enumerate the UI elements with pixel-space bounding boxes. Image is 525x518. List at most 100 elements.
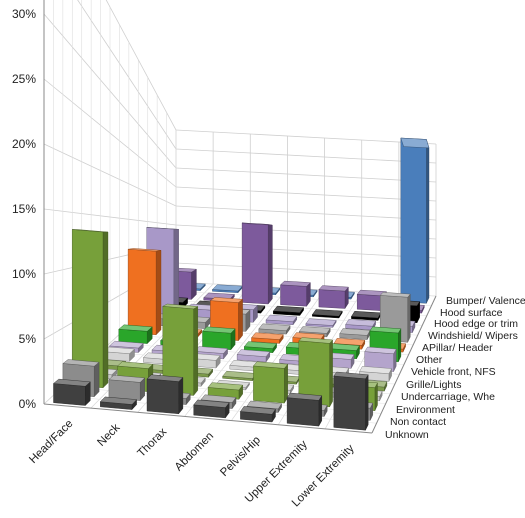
bar-face — [364, 346, 397, 355]
bar-face — [202, 326, 236, 334]
y-tick-label: 10% — [12, 267, 36, 281]
bar-face — [72, 229, 109, 233]
x-category-label: Thorax — [135, 426, 169, 460]
bar-face — [209, 297, 244, 303]
grid-back-line — [175, 243, 437, 259]
bar-face — [93, 361, 100, 398]
bar-face — [318, 395, 322, 427]
bar-face — [207, 382, 244, 391]
bar-face — [379, 292, 411, 298]
depth-category-label: Vehicle front, NFS — [411, 366, 496, 378]
bar-face — [306, 282, 311, 307]
bar-face — [241, 222, 269, 305]
bar — [311, 309, 343, 319]
bar-face — [318, 285, 349, 292]
bar-face — [400, 137, 427, 304]
bar-face — [298, 337, 334, 344]
bar-face — [62, 359, 100, 367]
bar-face — [118, 328, 148, 344]
bar — [118, 324, 153, 345]
bar-face — [146, 378, 179, 415]
bar-face — [240, 406, 276, 415]
bar — [108, 374, 146, 402]
bar-face — [117, 361, 154, 369]
bar — [364, 346, 397, 372]
bar-face — [333, 371, 369, 380]
bar — [298, 337, 334, 408]
bar-face — [333, 375, 366, 431]
bar-face — [53, 383, 86, 406]
bar-face — [398, 328, 402, 362]
y-tick-label: 30% — [12, 7, 36, 21]
depth-category-label: Non contact — [390, 416, 446, 428]
grid-back-line — [175, 262, 437, 278]
grid-back-line — [175, 205, 437, 221]
bar-face — [280, 284, 307, 307]
depth-axis-line — [371, 295, 437, 434]
bar-face — [127, 248, 157, 336]
depth-category-label: Environment — [396, 404, 455, 416]
bar-face — [200, 394, 237, 403]
bar-face — [333, 338, 366, 346]
bar-face — [193, 399, 230, 408]
bar — [265, 314, 298, 326]
depth-category-label: Unknown — [385, 429, 429, 441]
y-tick-label: 15% — [12, 202, 36, 216]
bar-face — [246, 400, 282, 410]
bar-face — [359, 366, 392, 374]
bar-face — [272, 305, 304, 313]
bar — [211, 284, 243, 294]
bar — [236, 349, 271, 363]
depth-category-label: Other — [416, 354, 443, 366]
bar-face — [365, 374, 369, 431]
bar-face — [400, 137, 430, 149]
bar — [345, 319, 376, 331]
bar-face — [238, 298, 243, 342]
bar — [52, 378, 91, 406]
bar — [162, 303, 199, 397]
depth-category-label: Undercarriage, Whe — [401, 391, 495, 403]
y-tick-label: 5% — [19, 332, 37, 346]
bar — [400, 137, 430, 304]
bar-face — [369, 326, 402, 334]
bar-face — [173, 228, 179, 318]
depth-category-label: APillar/ Header — [422, 342, 493, 354]
depth-category-label: Windshield/ Wipers — [428, 330, 518, 342]
x-axis-line — [43, 403, 373, 434]
depth-category-label: Hood edge or trim — [434, 318, 518, 330]
bar-face — [268, 224, 273, 305]
bar-face — [191, 268, 197, 300]
bar-face — [329, 339, 333, 408]
bar-face — [193, 306, 199, 397]
bar — [339, 328, 371, 341]
bar-face — [242, 222, 273, 226]
bar — [318, 285, 349, 310]
bar-face — [102, 231, 109, 389]
x-category-label: Abdomen — [173, 430, 216, 473]
grid-back-line — [175, 167, 437, 183]
bar-face — [298, 326, 331, 334]
bar — [272, 305, 304, 317]
x-category-label: Head/Face — [27, 418, 75, 466]
bar — [99, 396, 138, 411]
bar — [193, 399, 230, 419]
bar-face — [311, 309, 343, 317]
bar-face — [265, 314, 298, 322]
bar — [333, 371, 369, 431]
bar — [251, 332, 284, 345]
grid-back-line — [175, 186, 437, 202]
bar — [252, 361, 289, 404]
bar — [241, 222, 273, 305]
bar-face — [251, 332, 284, 340]
bar — [202, 326, 236, 351]
bar-face — [128, 248, 162, 252]
bar-face — [318, 289, 346, 309]
bar-face — [286, 397, 319, 427]
bar-face — [146, 227, 179, 230]
bar — [127, 248, 162, 336]
bar-face — [286, 392, 323, 401]
bar-face — [236, 349, 271, 357]
bar-face — [162, 303, 199, 310]
